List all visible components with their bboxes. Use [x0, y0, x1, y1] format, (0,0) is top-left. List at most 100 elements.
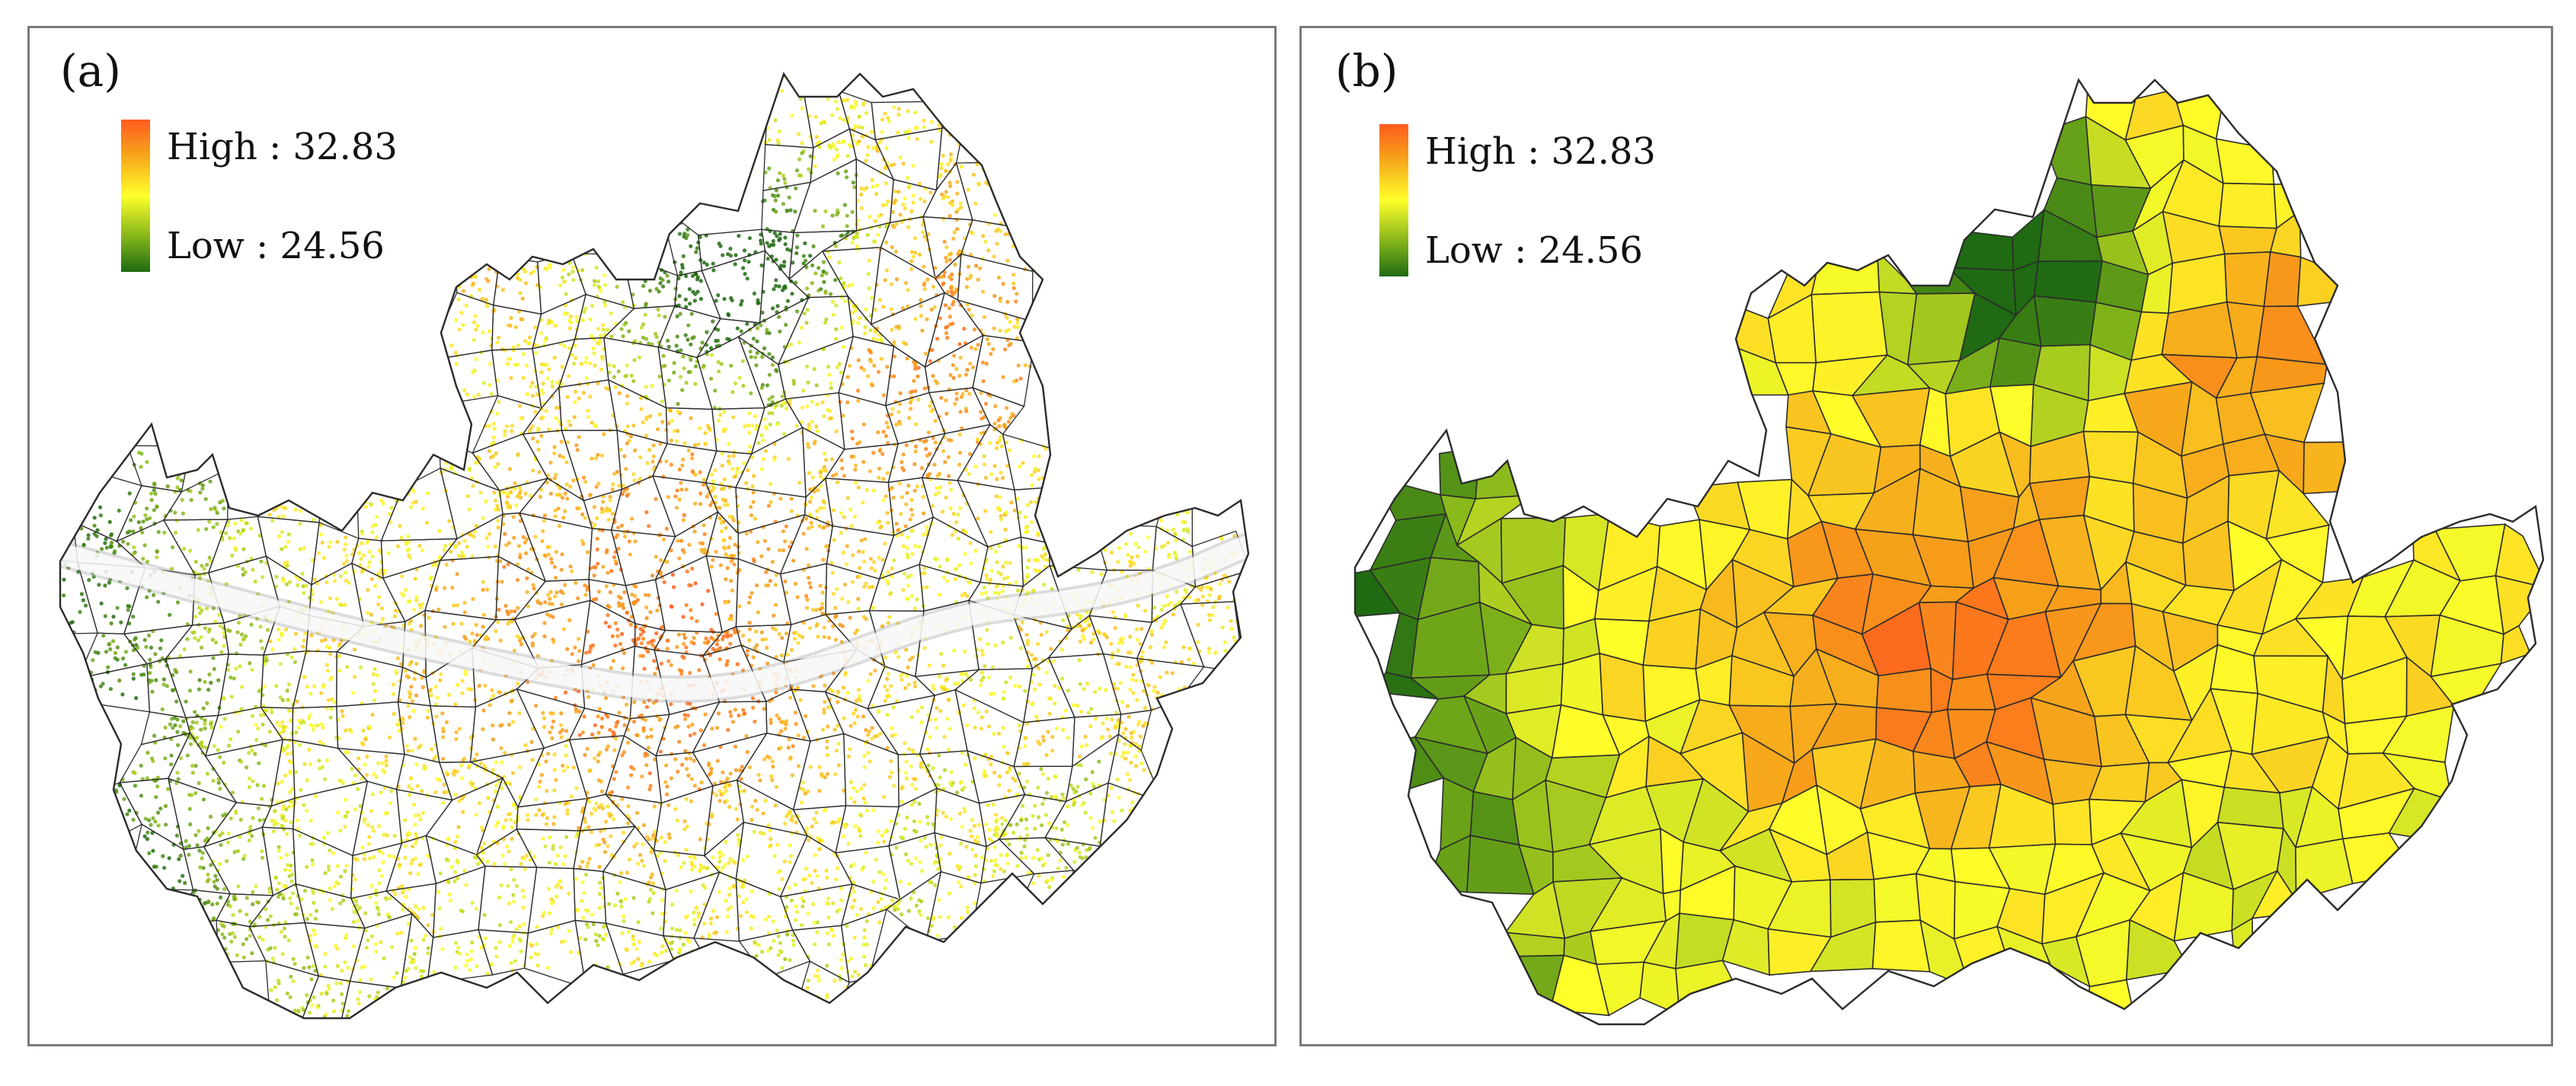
dot-mark: [939, 651, 944, 656]
dot-mark: [80, 492, 85, 497]
dot-mark: [218, 624, 222, 628]
dot-mark: [232, 536, 236, 541]
dot-mark: [889, 412, 893, 417]
dot-mark: [800, 78, 804, 82]
dot-mark: [559, 602, 564, 607]
dot-mark: [700, 541, 705, 546]
dot-mark: [380, 761, 385, 765]
dot-mark: [330, 697, 334, 701]
dot-mark: [261, 784, 266, 788]
dot-mark: [922, 234, 927, 239]
dot-mark: [457, 327, 462, 332]
dot-mark: [286, 682, 292, 687]
dot-mark: [896, 410, 901, 414]
dot-mark: [876, 430, 881, 435]
dot-mark: [370, 530, 375, 535]
dot-mark: [751, 337, 756, 341]
dot-mark: [325, 669, 330, 673]
dot-mark: [894, 422, 899, 427]
dot-mark: [865, 232, 870, 238]
dot-mark: [980, 715, 984, 720]
dot-mark: [1020, 620, 1024, 624]
dot-mark: [800, 151, 804, 155]
dot-mark: [627, 539, 632, 544]
dot-mark: [833, 278, 838, 283]
dot-mark: [551, 711, 555, 716]
panel-a: (a) High : 32.83 Low : 24.56: [27, 26, 1277, 1046]
dot-mark: [774, 188, 779, 193]
dot-mark: [1200, 594, 1205, 599]
dot-mark: [567, 346, 572, 350]
dot-mark: [175, 717, 180, 722]
dot-mark: [515, 578, 520, 583]
dot-mark: [1021, 461, 1025, 465]
district-boundary: [735, 487, 807, 535]
dot-mark: [152, 488, 156, 493]
dot-mark: [968, 541, 973, 546]
dot-mark: [951, 375, 956, 380]
dot-mark: [984, 180, 989, 185]
dot-mark: [743, 711, 747, 716]
dot-mark: [484, 536, 489, 541]
dot-mark: [487, 329, 492, 334]
dot-mark: [219, 724, 223, 729]
district-boundary: [737, 513, 806, 575]
dot-mark: [702, 482, 706, 487]
dot-mark: [268, 503, 273, 507]
dot-mark: [990, 180, 996, 184]
dot-mark: [356, 756, 361, 761]
dot-mark: [913, 362, 918, 366]
dot-mark: [767, 397, 772, 401]
dot-mark: [287, 708, 292, 713]
dot-mark: [212, 743, 216, 749]
dot-mark: [593, 723, 598, 727]
dot-mark: [722, 477, 727, 482]
dot-mark: [565, 497, 570, 501]
dot-mark: [1223, 648, 1228, 653]
dot-mark: [1050, 749, 1055, 753]
dot-mark: [98, 684, 103, 688]
dot-mark: [594, 484, 599, 489]
dot-mark: [104, 545, 109, 550]
dot-mark: [1025, 565, 1030, 570]
dot-mark: [959, 394, 964, 399]
dot-mark: [953, 262, 957, 267]
dot-mark: [808, 154, 813, 158]
dot-mark: [731, 454, 736, 458]
dot-mark: [963, 649, 967, 654]
dot-mark: [440, 373, 445, 378]
dot-mark: [552, 445, 557, 449]
dot-mark: [896, 621, 900, 626]
dot-mark: [874, 192, 879, 196]
dot-mark: [460, 550, 465, 555]
dot-mark: [300, 571, 305, 576]
dot-mark: [967, 264, 971, 269]
dot-mark: [857, 139, 861, 144]
dot-mark: [858, 574, 862, 579]
dot-mark: [730, 588, 735, 593]
dot-mark: [669, 604, 673, 608]
dot-mark: [419, 624, 423, 628]
dot-mark: [834, 429, 839, 434]
dot-mark: [491, 421, 496, 426]
dot-mark: [541, 391, 545, 395]
dot-mark: [760, 355, 765, 359]
dot-mark: [1118, 681, 1123, 685]
dot-mark: [767, 352, 772, 356]
dot-mark: [990, 665, 995, 669]
dot-mark: [577, 435, 581, 439]
dot-mark: [890, 209, 895, 214]
dot-mark: [424, 520, 430, 525]
dot-mark: [1213, 650, 1218, 655]
dot-mark: [1183, 596, 1187, 600]
dot-mark: [1040, 554, 1044, 558]
dot-mark: [868, 469, 872, 474]
dot-mark: [106, 665, 110, 669]
dot-mark: [187, 688, 193, 693]
dot-mark: [698, 470, 702, 474]
dot-mark: [550, 659, 555, 663]
dot-mark: [193, 615, 198, 619]
dot-mark: [583, 650, 589, 655]
dot-mark: [632, 700, 637, 704]
dot-mark: [639, 325, 644, 330]
